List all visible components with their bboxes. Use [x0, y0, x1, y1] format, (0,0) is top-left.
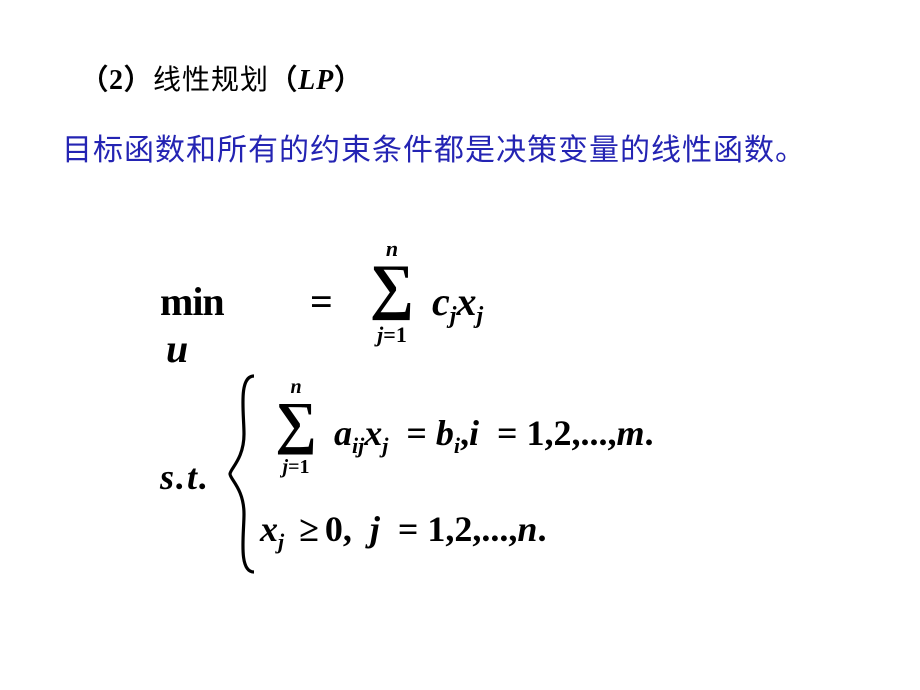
rhs-b: b	[436, 413, 454, 453]
sigma-symbol: ∑	[352, 256, 432, 318]
eq2-c1: =	[497, 413, 518, 453]
heading-open-paren-2: （	[269, 65, 298, 96]
period-c2: .	[537, 509, 546, 549]
var-x-sub: j	[476, 303, 483, 329]
period-c1: .	[645, 413, 654, 453]
subject-to-label: s.t.	[160, 456, 210, 498]
equals-sign: =	[310, 278, 333, 325]
slide: （2）线性规划（LP） 目标函数和所有的约束条件都是决策变量的线性函数。 min…	[0, 0, 920, 690]
sum-lower-start: 1	[396, 322, 407, 347]
sum-lower-c1: j=1	[260, 456, 332, 479]
equality-rest: aijxj = bi,i = 1,2,...,m.	[334, 412, 654, 459]
var-x-c2: x	[260, 509, 278, 549]
var-x-c1: x	[364, 413, 382, 453]
comma-c2: ,	[343, 509, 352, 549]
var-x-sub-c2: j	[278, 529, 284, 554]
var-x-sub-c1: j	[382, 433, 388, 458]
heading-open-paren: （	[80, 65, 109, 96]
min-label: min	[160, 279, 224, 324]
summation: n ∑ j=1	[352, 242, 432, 352]
range-c2: 1,2,...,	[427, 509, 517, 549]
sigma-symbol-c1: ∑	[260, 394, 332, 452]
objective-variable: u	[166, 326, 188, 371]
coef-a-sub: ij	[352, 433, 364, 458]
sum-lower-eq-c1: =	[288, 456, 299, 478]
ge-sign: ≥	[293, 509, 325, 549]
sum-lower-start-c1: 1	[299, 456, 309, 478]
heading-number: 2	[109, 65, 124, 96]
section-heading: （2）线性规划（LP）	[80, 58, 363, 98]
sum-lower-eq: =	[383, 322, 396, 347]
idx-j: j	[370, 509, 380, 549]
nonneg-constraint: xj ≥0, j = 1,2,...,n.	[260, 508, 546, 555]
left-brace	[228, 374, 258, 574]
description-text: 目标函数和所有的约束条件都是决策变量的线性函数。	[62, 128, 862, 174]
comma1-c1: ,	[460, 413, 469, 453]
min-u: minu	[160, 278, 224, 372]
coef-c: c	[432, 279, 450, 324]
zero-c2: 0	[325, 509, 343, 549]
end-n: n	[517, 509, 537, 549]
summation-c1: n ∑ j=1	[260, 382, 332, 492]
objective-term: cjxj	[432, 278, 483, 330]
eq-c2: =	[398, 509, 419, 549]
idx-i: i	[469, 413, 479, 453]
end-m: m	[617, 413, 645, 453]
range-c1: 1,2,...,	[527, 413, 617, 453]
var-x: x	[456, 279, 476, 324]
coef-a: a	[334, 413, 352, 453]
heading-close-paren: ）	[124, 65, 153, 96]
eq-c1: =	[406, 413, 427, 453]
sum-lower: j=1	[352, 322, 432, 348]
heading-abbrev: LP	[298, 65, 334, 96]
heading-close-paren-2: ）	[334, 65, 363, 96]
heading-title: 线性规划	[153, 65, 269, 96]
